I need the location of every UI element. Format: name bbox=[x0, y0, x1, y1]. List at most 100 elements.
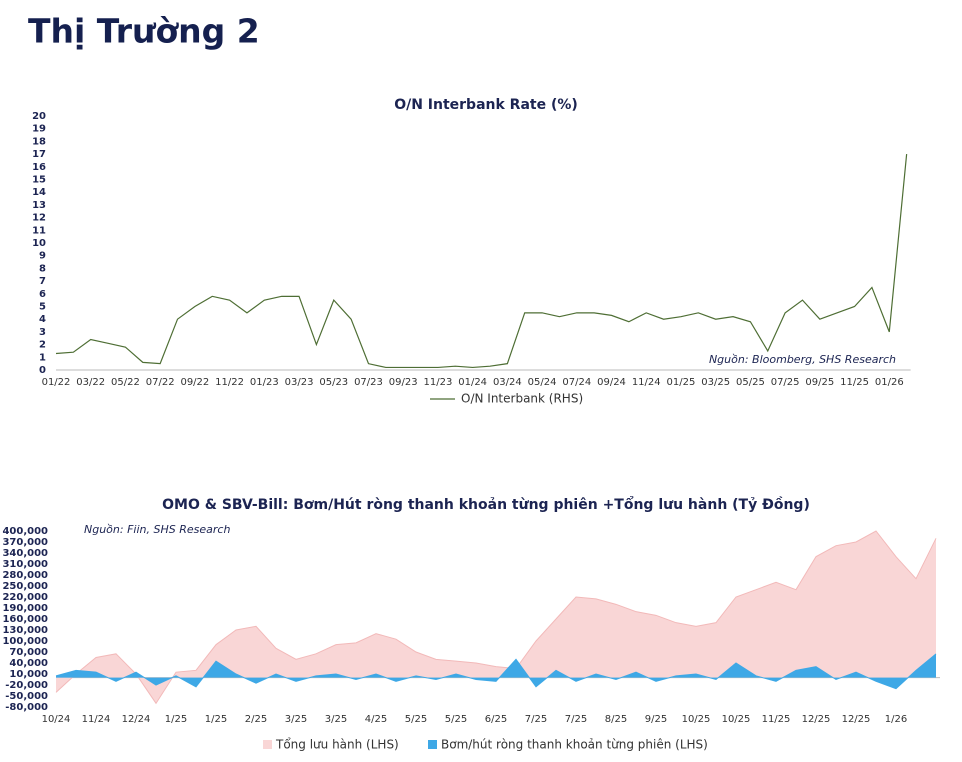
y-tick-label: 1 bbox=[39, 352, 46, 363]
x-tick-label: 01/25 bbox=[667, 377, 696, 388]
y-tick-label: 160,000 bbox=[2, 614, 48, 625]
y-tick-label: -80,000 bbox=[5, 702, 48, 713]
y-tick-label: 15 bbox=[32, 175, 46, 186]
x-tick-label: 01/24 bbox=[458, 377, 487, 388]
area-edge bbox=[55, 530, 937, 705]
x-tick-label: 5/25 bbox=[445, 714, 467, 725]
y-tick-label: 190,000 bbox=[2, 603, 48, 614]
x-tick-label: 10/24 bbox=[42, 714, 71, 725]
y-tick-label: 40,000 bbox=[9, 658, 48, 669]
y-tick-label: 2 bbox=[39, 340, 46, 351]
x-tick-label: 3/25 bbox=[325, 714, 347, 725]
x-tick-label: 05/24 bbox=[528, 377, 557, 388]
x-tick-label: 8/25 bbox=[605, 714, 627, 725]
x-tick-label: 01/22 bbox=[42, 377, 71, 388]
y-tick-label: 100,000 bbox=[2, 636, 48, 647]
x-tick-label: 09/23 bbox=[389, 377, 418, 388]
y-tick-label: 11 bbox=[32, 225, 46, 236]
y-tick-label: -20,000 bbox=[5, 680, 48, 691]
x-tick-label: 11/25 bbox=[840, 377, 869, 388]
x-tick-label: 7/25 bbox=[525, 714, 547, 725]
x-tick-label: 07/22 bbox=[146, 377, 175, 388]
x-tick-label: 09/25 bbox=[805, 377, 834, 388]
x-tick-label: 3/25 bbox=[285, 714, 307, 725]
y-tick-label: 340,000 bbox=[2, 548, 48, 559]
area-fill bbox=[56, 531, 936, 704]
x-tick-label: 10/25 bbox=[722, 714, 751, 725]
y-tick-label: 16 bbox=[32, 162, 46, 173]
legend-label: Tổng lưu hành (LHS) bbox=[275, 738, 399, 752]
y-tick-label: 130,000 bbox=[2, 625, 48, 636]
x-tick-label: 11/25 bbox=[762, 714, 791, 725]
y-tick-label: 250,000 bbox=[2, 581, 48, 592]
y-tick-label: 370,000 bbox=[2, 537, 48, 548]
y-tick-label: 280,000 bbox=[2, 570, 48, 581]
x-tick-label: 12/25 bbox=[842, 714, 871, 725]
y-tick-label: 6 bbox=[39, 289, 46, 300]
x-tick-label: 5/25 bbox=[405, 714, 427, 725]
x-tick-label: 1/25 bbox=[165, 714, 187, 725]
chart-title: O/N Interbank Rate (%) bbox=[394, 97, 578, 113]
y-tick-label: 13 bbox=[32, 200, 46, 211]
y-tick-label: 17 bbox=[32, 149, 46, 160]
x-tick-label: 1/25 bbox=[205, 714, 227, 725]
x-tick-label: 01/23 bbox=[250, 377, 279, 388]
x-tick-label: 6/25 bbox=[485, 714, 507, 725]
y-tick-label: 310,000 bbox=[2, 559, 48, 570]
legend-label: Bơm/hút ròng thanh khoản từng phiên (LHS… bbox=[441, 738, 708, 752]
x-tick-label: 9/25 bbox=[645, 714, 667, 725]
x-tick-label: 05/23 bbox=[319, 377, 348, 388]
y-tick-label: 8 bbox=[39, 263, 46, 274]
x-tick-label: 03/22 bbox=[76, 377, 105, 388]
y-tick-label: 10,000 bbox=[9, 669, 48, 680]
line-series bbox=[55, 154, 908, 369]
y-tick-label: 12 bbox=[32, 213, 46, 224]
x-tick-label: 1/26 bbox=[885, 714, 907, 725]
chart-title: OMO & SBV-Bill: Bơm/Hút ròng thanh khoản… bbox=[162, 496, 810, 513]
legend-swatch bbox=[428, 740, 437, 749]
source-note: Nguồn: Bloomberg, SHS Research bbox=[709, 353, 896, 366]
x-tick-label: 11/24 bbox=[82, 714, 111, 725]
x-tick-label: 4/25 bbox=[365, 714, 387, 725]
y-tick-label: 220,000 bbox=[2, 592, 48, 603]
y-tick-label: 14 bbox=[32, 187, 46, 198]
x-tick-label: 12/25 bbox=[802, 714, 831, 725]
x-tick-label: 07/23 bbox=[354, 377, 383, 388]
x-tick-label: 09/22 bbox=[180, 377, 209, 388]
y-tick-label: 3 bbox=[39, 327, 46, 338]
x-tick-label: 2/25 bbox=[245, 714, 267, 725]
legend-label: O/N Interbank (RHS) bbox=[461, 392, 583, 406]
x-tick-label: 03/23 bbox=[285, 377, 314, 388]
x-tick-label: 11/23 bbox=[424, 377, 453, 388]
area-edge bbox=[55, 653, 937, 690]
y-tick-label: 4 bbox=[39, 314, 46, 325]
x-tick-label: 03/25 bbox=[701, 377, 730, 388]
source-note: Nguồn: Fiin, SHS Research bbox=[84, 523, 230, 536]
y-tick-label: 7 bbox=[39, 276, 46, 287]
y-tick-label: 20 bbox=[32, 111, 46, 122]
y-tick-label: 0 bbox=[39, 365, 46, 376]
x-tick-label: 10/25 bbox=[682, 714, 711, 725]
y-tick-label: 5 bbox=[39, 302, 46, 313]
page-title: Thị Trường 2 bbox=[28, 12, 260, 51]
x-tick-label: 11/22 bbox=[215, 377, 244, 388]
x-tick-label: 7/25 bbox=[565, 714, 587, 725]
legend-swatch bbox=[263, 740, 272, 749]
x-tick-label: 11/24 bbox=[632, 377, 661, 388]
x-tick-label: 03/24 bbox=[493, 377, 522, 388]
x-tick-label: 05/22 bbox=[111, 377, 140, 388]
y-tick-label: 19 bbox=[32, 124, 46, 135]
x-tick-label: 07/24 bbox=[562, 377, 591, 388]
x-tick-label: 05/25 bbox=[736, 377, 765, 388]
x-tick-label: 01/26 bbox=[875, 377, 904, 388]
y-tick-label: 9 bbox=[39, 251, 46, 262]
y-tick-label: 10 bbox=[32, 238, 46, 249]
y-tick-label: 18 bbox=[32, 136, 46, 147]
y-tick-label: 70,000 bbox=[9, 647, 48, 658]
y-tick-label: 400,000 bbox=[2, 526, 48, 537]
x-tick-label: 07/25 bbox=[771, 377, 800, 388]
x-tick-label: 09/24 bbox=[597, 377, 626, 388]
x-tick-label: 12/24 bbox=[122, 714, 151, 725]
y-tick-label: -50,000 bbox=[5, 691, 48, 702]
